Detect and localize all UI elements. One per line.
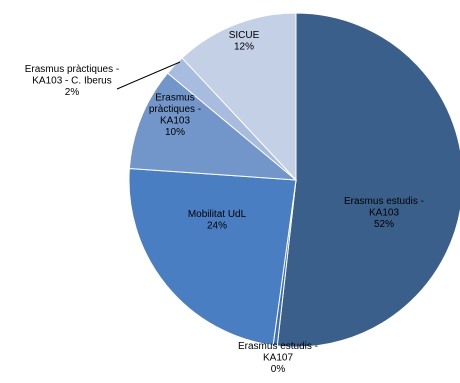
slice-sicue	[181, 12, 297, 182]
slice-label-erasmus-pr-ctiques-ka103-c-iberus: Erasmus pràctiques -KA103 - C. Iberus 2%	[25, 64, 119, 98]
slice-labels: Erasmus estudis -KA103 52% Erasmus estudis…	[25, 30, 424, 375]
leader-lines	[116, 61, 181, 90]
slice-erasmus-pr-ctiques-ka103	[128, 72, 298, 181]
slice-label-erasmus-estudis-ka103: Erasmus estudis -KA103 52%	[344, 196, 424, 230]
slice-label-mobilitat-udl: Mobilitat UdL 24%	[188, 209, 247, 232]
slice-mobilitat-udl	[128, 167, 297, 346]
slice-label-erasmus-estudis-ka107: Erasmus estudis -KA107 0%	[238, 341, 318, 375]
leader-line-erasmus-pr-ctiques-ka103-c-iberus	[116, 61, 181, 90]
slice-label-erasmus-pr-ctiques-ka103: Erasmus pràctiques -KA103 10%	[149, 92, 201, 138]
pie-slices	[128, 12, 460, 348]
slice-label-sicue: SICUE 12%	[229, 30, 260, 53]
slice-erasmus-estudis-ka103	[276, 12, 460, 348]
